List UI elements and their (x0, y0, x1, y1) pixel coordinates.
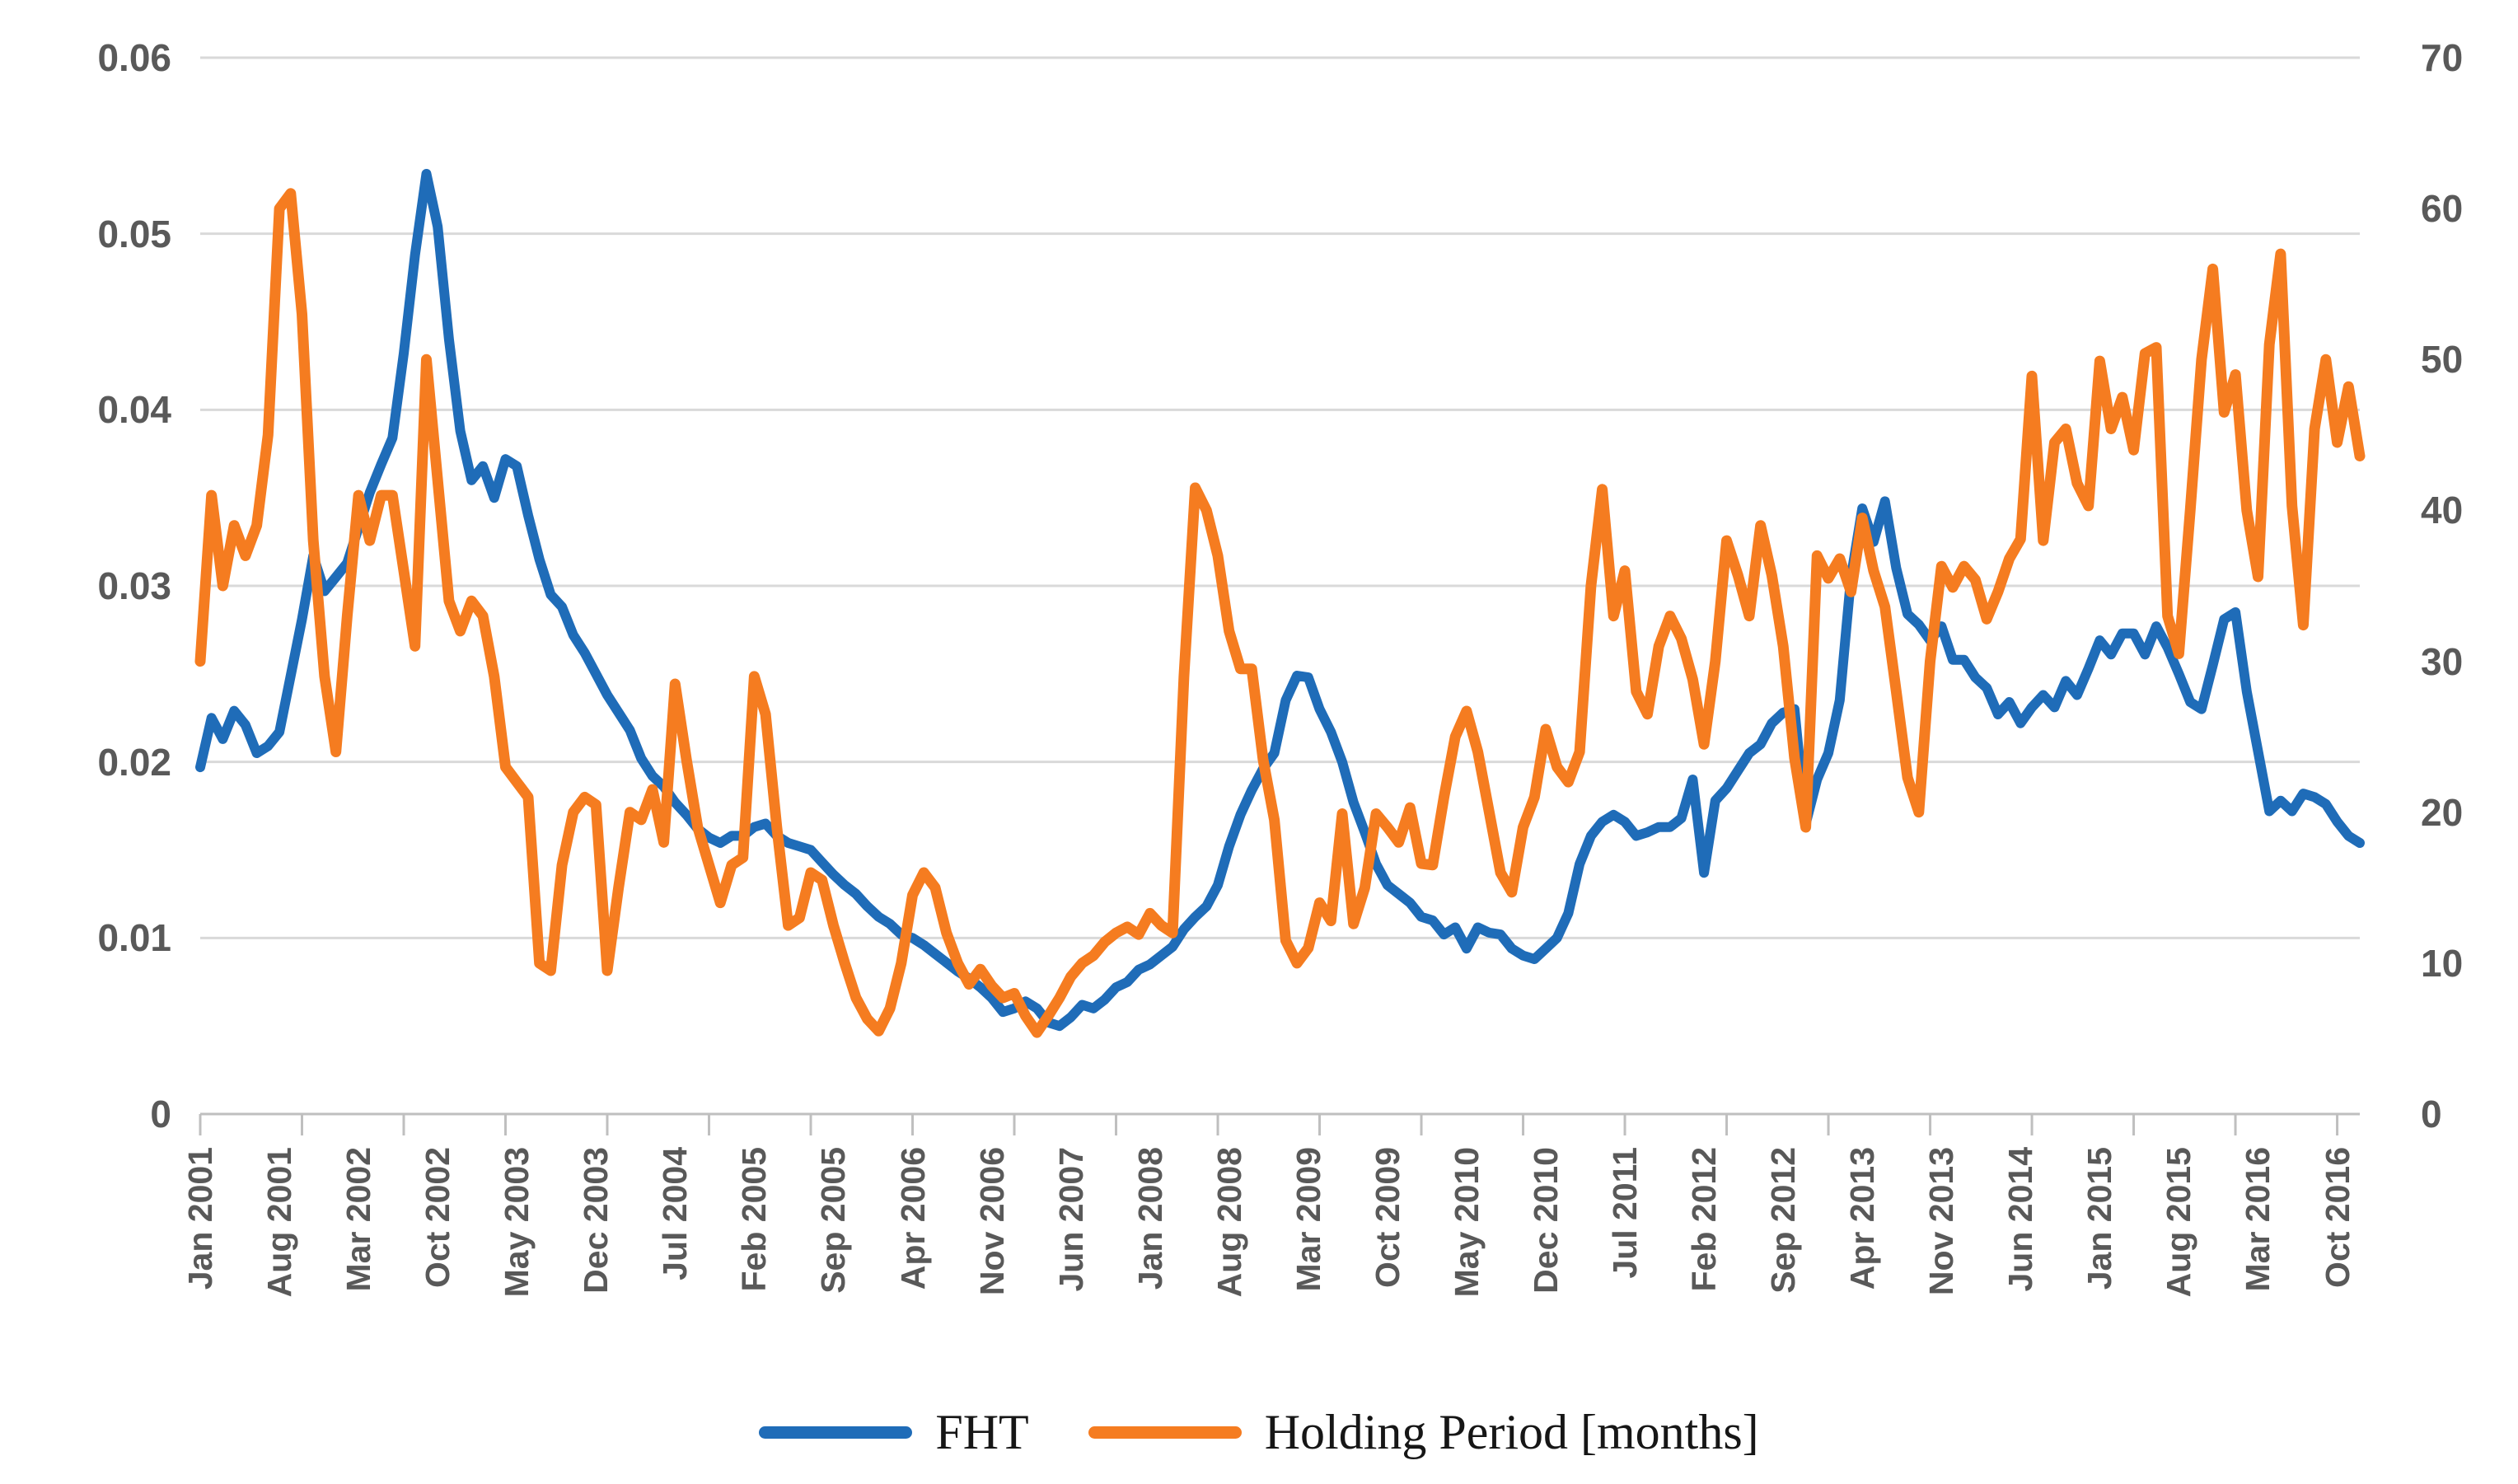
x-axis-label: Jun 2007 (1051, 1147, 1090, 1292)
legend: FHT Holding Period [months] (0, 1391, 2518, 1473)
x-axis-label: Jun 2014 (2001, 1147, 2040, 1292)
x-axis-label: Nov 2013 (1922, 1147, 1961, 1296)
x-axis-label: Mar 2016 (2239, 1147, 2277, 1292)
x-axis-label: Nov 2006 (972, 1147, 1011, 1296)
left-axis-label: 0.05 (97, 212, 171, 255)
x-axis-label: Aug 2008 (1210, 1147, 1248, 1298)
left-axis-label: 0.03 (97, 564, 171, 607)
right-axis-label: 0 (2421, 1093, 2442, 1135)
fht-line-swatch (759, 1425, 913, 1439)
x-axis-label: Oct 2002 (419, 1147, 457, 1288)
x-axis-label: Oct 2016 (2318, 1147, 2357, 1288)
left-axis-label: 0 (150, 1093, 171, 1135)
x-axis-label: Apr 2006 (893, 1147, 932, 1290)
right-axis-label: 60 (2421, 187, 2464, 231)
x-axis-label: Apr 2013 (1843, 1147, 1882, 1290)
legend-label-fht: FHT (935, 1405, 1029, 1459)
x-axis-label: Dec 2003 (577, 1147, 615, 1294)
x-axis-label: Mar 2002 (339, 1147, 378, 1292)
legend-item-fht[interactable]: FHT (759, 1403, 1029, 1461)
x-axis-label: Jan 2015 (2080, 1147, 2119, 1290)
x-axis-label: Aug 2015 (2160, 1147, 2198, 1298)
x-axis-label: Sep 2005 (814, 1147, 853, 1294)
left-axis-label: 0.06 (97, 36, 171, 79)
right-axis-label: 20 (2421, 790, 2464, 834)
holding-period-line-swatch (1088, 1425, 1242, 1439)
x-axis-label: May 2003 (498, 1147, 536, 1298)
right-axis-label: 10 (2421, 941, 2464, 985)
left-axis-label: 0.04 (97, 388, 171, 432)
left-axis-label: 0.01 (97, 916, 171, 960)
x-axis-label: Feb 2005 (735, 1147, 774, 1292)
x-axis-label: Sep 2012 (1764, 1147, 1803, 1294)
x-axis-label: Jan 2001 (181, 1147, 219, 1290)
right-axis-label: 30 (2421, 639, 2464, 683)
x-axis-label: Feb 2012 (1685, 1147, 1724, 1292)
right-axis-label: 50 (2421, 338, 2464, 382)
right-axis-label: 40 (2421, 489, 2464, 532)
x-axis-label: Mar 2009 (1289, 1147, 1327, 1292)
x-axis-label: Jan 2008 (1130, 1147, 1169, 1290)
series-holding-period (194, 188, 2366, 1038)
right-axis-label: 70 (2421, 36, 2464, 79)
legend-label-holding-period: Holding Period [months] (1264, 1405, 1759, 1459)
series-fht (195, 169, 2365, 1032)
x-axis-label: Dec 2010 (1526, 1147, 1565, 1294)
x-axis-label: Jul 2011 (1606, 1147, 1645, 1279)
x-axis-label: Oct 2009 (1368, 1147, 1406, 1288)
legend-item-holding-period[interactable]: Holding Period [months] (1088, 1403, 1759, 1461)
x-axis-label: May 2010 (1447, 1147, 1486, 1298)
x-axis-label: Aug 2001 (260, 1147, 299, 1298)
left-axis-label: 0.02 (97, 740, 171, 784)
x-axis-label: Jul 2004 (656, 1147, 695, 1280)
